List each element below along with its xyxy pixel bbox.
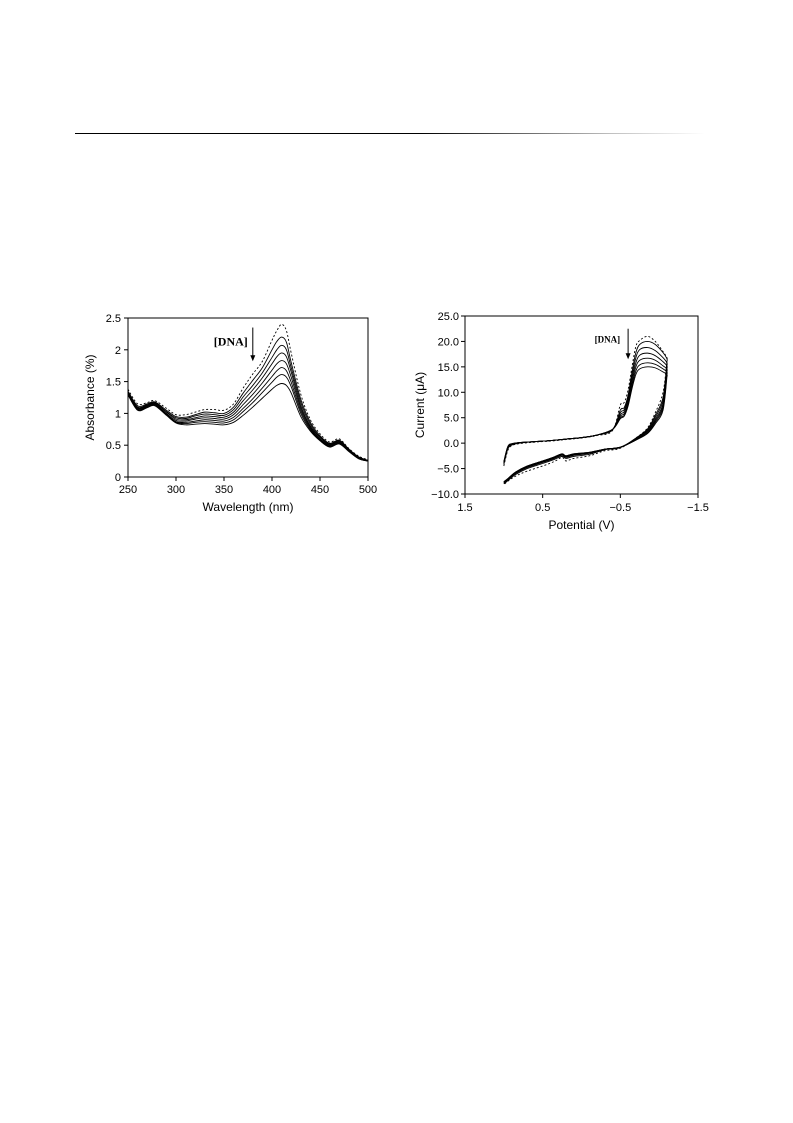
voltammogram-forward-scan-1 (503, 335, 668, 467)
y-tick-label: 0.0 (444, 438, 459, 450)
dna-arrow-head (250, 355, 256, 362)
y-tick-label: 25.0 (438, 311, 459, 323)
absorbance-series-1 (127, 323, 369, 461)
absorbance-series-2 (127, 336, 369, 461)
plot-frame (127, 317, 369, 478)
x-axis-title: Potential (V) (548, 518, 614, 532)
voltammogram-reverse-scan-1 (503, 360, 668, 486)
plot-frame (464, 315, 699, 495)
dna-annotation: [DNA] (214, 335, 248, 349)
y-axis-title: Current (μA) (413, 372, 427, 438)
y-tick-label: 20.0 (438, 336, 459, 348)
y-tick-label: 10.0 (438, 387, 459, 399)
y-axis-title: Absorbance (%) (83, 354, 97, 440)
x-axis-title: Wavelength (nm) (203, 500, 294, 514)
absorbance-series-4 (127, 352, 369, 461)
y-tick-label: 1.5 (106, 377, 121, 389)
voltammogram-forward-scan-3 (503, 347, 668, 464)
y-tick-label: −5.0 (437, 464, 459, 476)
x-tick-label: 500 (359, 484, 377, 496)
x-tick-label: −0.5 (609, 502, 631, 514)
y-tick-label: 0.5 (106, 440, 121, 452)
voltammogram-forward-scan-6 (503, 362, 668, 463)
header-rule (75, 133, 705, 134)
y-tick-label: 5.0 (444, 413, 459, 425)
absorbance-series-7 (127, 374, 369, 462)
cyclic-voltammogram-chart: 1.5 0.5 −0.5 −1.5 −10.0 −5.0 0.0 5.0 10.0 15.0 20.… (413, 311, 709, 532)
voltammogram-forward-scan-2 (503, 340, 668, 465)
y-tick-label: 2 (115, 345, 121, 357)
y-tick-label: 15.0 (438, 362, 459, 374)
x-tick-label: 250 (119, 484, 137, 496)
voltammogram-reverse-scan-2 (503, 361, 668, 485)
absorbance-series-8 (127, 383, 369, 462)
x-tick-label: 300 (167, 484, 185, 496)
x-tick-label: 0.5 (535, 502, 550, 514)
voltammogram-reverse-scan-5 (503, 371, 668, 483)
x-tick-label: −1.5 (687, 502, 709, 514)
x-tick-label: 350 (215, 484, 233, 496)
absorbance-series-3 (127, 344, 369, 461)
x-tick-label: 1.5 (457, 502, 472, 514)
x-tick-label: 400 (263, 484, 281, 496)
voltammogram-reverse-scan-4 (503, 368, 668, 484)
y-tick-label: 2.5 (106, 313, 121, 325)
dna-arrow-head (625, 353, 631, 360)
y-tick-label: −10.0 (431, 489, 459, 501)
y-tick-label: 1 (115, 408, 121, 420)
y-tick-label: 0 (115, 472, 121, 484)
x-tick-label: 450 (311, 484, 329, 496)
voltammogram-reverse-scan-7 (503, 376, 668, 483)
voltammogram-forward-scan-7 (503, 366, 668, 462)
voltammogram-forward-scan-4 (503, 352, 668, 464)
voltammogram-reverse-scan-3 (503, 365, 668, 484)
voltammogram-forward-scan-5 (503, 357, 668, 463)
dna-annotation: [DNA] (595, 335, 621, 345)
uv-vis-absorbance-chart: 250 300 350 400 450 500 0 0.5 1 1.5 2 2.5 Wavelength… (83, 313, 377, 514)
